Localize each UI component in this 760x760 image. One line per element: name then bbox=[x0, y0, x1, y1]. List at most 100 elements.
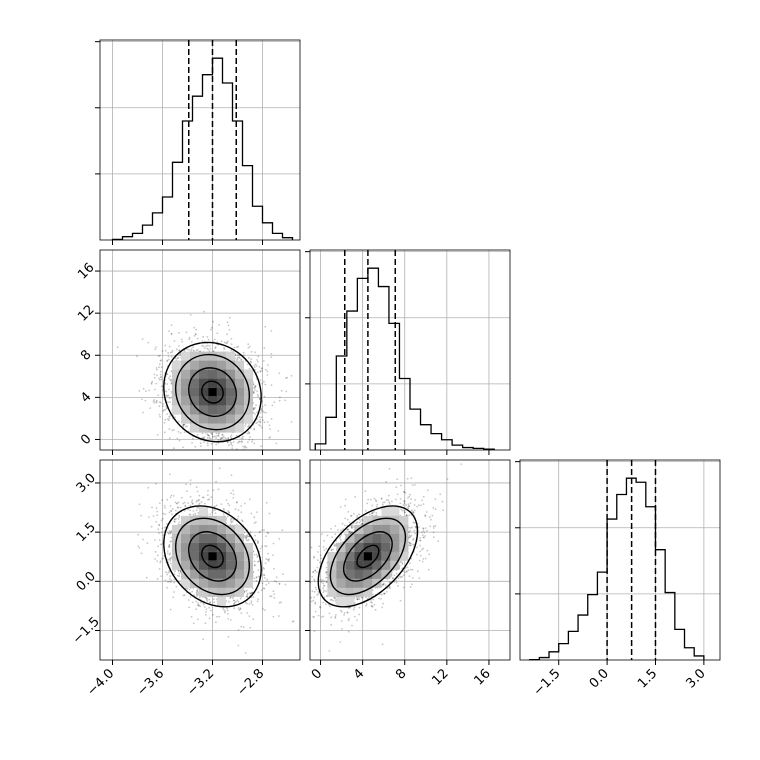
sample-point bbox=[261, 582, 264, 585]
sample-point bbox=[193, 458, 195, 460]
sample-point bbox=[154, 348, 157, 351]
sample-point bbox=[273, 567, 275, 570]
density-contour bbox=[201, 380, 224, 404]
sample-point bbox=[155, 346, 158, 349]
sample-point bbox=[192, 622, 195, 625]
sample-point bbox=[265, 545, 268, 548]
sample-point bbox=[262, 608, 264, 610]
sample-point bbox=[168, 345, 171, 348]
sample-point bbox=[155, 507, 158, 510]
sample-point bbox=[157, 528, 160, 530]
sample-point bbox=[168, 388, 171, 391]
sample-point bbox=[278, 399, 281, 402]
sample-point bbox=[234, 508, 237, 511]
sample-point bbox=[170, 579, 173, 582]
sample-point bbox=[220, 340, 223, 343]
sample-point bbox=[169, 608, 172, 611]
sample-point bbox=[153, 376, 156, 379]
density-cell bbox=[199, 387, 208, 397]
sample-point bbox=[175, 359, 178, 361]
sample-point bbox=[279, 396, 281, 399]
panel-frame bbox=[99, 249, 301, 451]
sample-point bbox=[160, 359, 163, 361]
sample-point bbox=[278, 372, 281, 375]
sample-point bbox=[156, 514, 159, 516]
density-cell bbox=[208, 423, 217, 433]
sample-point bbox=[161, 396, 164, 399]
sample-point bbox=[290, 421, 293, 423]
sample-point bbox=[201, 340, 204, 342]
sample-point bbox=[190, 615, 193, 618]
sample-point bbox=[151, 380, 154, 383]
sample-point bbox=[224, 436, 227, 439]
sample-point bbox=[192, 510, 195, 512]
sample-point bbox=[272, 554, 274, 556]
sample-point bbox=[227, 510, 230, 512]
sample-point bbox=[262, 567, 265, 569]
sample-point bbox=[272, 615, 275, 618]
y-tick-label: 8 bbox=[78, 347, 94, 363]
sample-point bbox=[164, 383, 167, 385]
sample-point bbox=[241, 441, 243, 444]
sample-point bbox=[237, 515, 240, 518]
sample-point bbox=[157, 545, 160, 548]
sample-point bbox=[230, 492, 232, 495]
sample-point bbox=[164, 408, 167, 411]
sample-point bbox=[182, 425, 184, 427]
sample-point bbox=[189, 314, 192, 316]
sample-point bbox=[156, 510, 159, 513]
density-cell bbox=[208, 351, 217, 361]
sample-point bbox=[145, 390, 147, 392]
sample-point bbox=[240, 437, 243, 440]
sample-point bbox=[196, 589, 199, 592]
peak-marker bbox=[208, 388, 217, 397]
sample-point bbox=[291, 620, 294, 623]
sample-point bbox=[161, 499, 164, 501]
sample-point bbox=[254, 539, 257, 542]
sample-point bbox=[218, 324, 221, 326]
sample-point bbox=[199, 442, 202, 445]
sample-point bbox=[168, 546, 171, 548]
sample-point bbox=[206, 433, 209, 436]
sample-point bbox=[211, 511, 214, 514]
sample-point bbox=[210, 443, 213, 445]
sample-point bbox=[155, 401, 158, 404]
sample-point bbox=[253, 522, 256, 524]
sample-point bbox=[168, 415, 171, 418]
sample-point bbox=[193, 594, 196, 597]
sample-point bbox=[249, 531, 252, 533]
sample-point bbox=[163, 409, 165, 411]
sample-point bbox=[259, 379, 262, 381]
sample-point bbox=[217, 442, 220, 444]
sample-point bbox=[202, 603, 205, 606]
density-cell bbox=[217, 405, 226, 415]
sample-point bbox=[169, 375, 172, 378]
sample-point bbox=[242, 351, 245, 354]
sample-point bbox=[268, 424, 271, 427]
sample-point bbox=[162, 517, 164, 520]
sample-point bbox=[226, 333, 229, 336]
sample-point bbox=[232, 597, 234, 600]
sample-point bbox=[257, 560, 259, 563]
sample-point bbox=[163, 526, 166, 529]
sample-point bbox=[208, 598, 211, 601]
sample-point bbox=[153, 373, 156, 376]
sample-point bbox=[270, 330, 273, 332]
sample-point bbox=[254, 407, 256, 409]
sample-point bbox=[169, 558, 172, 560]
sample-point bbox=[254, 385, 257, 387]
sample-point bbox=[178, 420, 180, 423]
sample-point bbox=[169, 552, 172, 555]
sample-point bbox=[227, 612, 229, 615]
sample-point bbox=[138, 547, 141, 549]
sample-point bbox=[154, 558, 157, 560]
sample-point bbox=[207, 489, 209, 492]
sample-point bbox=[169, 559, 172, 562]
sample-point bbox=[245, 536, 248, 539]
sample-point bbox=[171, 429, 174, 432]
sample-point bbox=[197, 511, 200, 514]
sample-point bbox=[253, 391, 255, 394]
sample-point bbox=[162, 405, 164, 407]
sample-point bbox=[222, 607, 224, 610]
sample-point bbox=[261, 405, 264, 408]
